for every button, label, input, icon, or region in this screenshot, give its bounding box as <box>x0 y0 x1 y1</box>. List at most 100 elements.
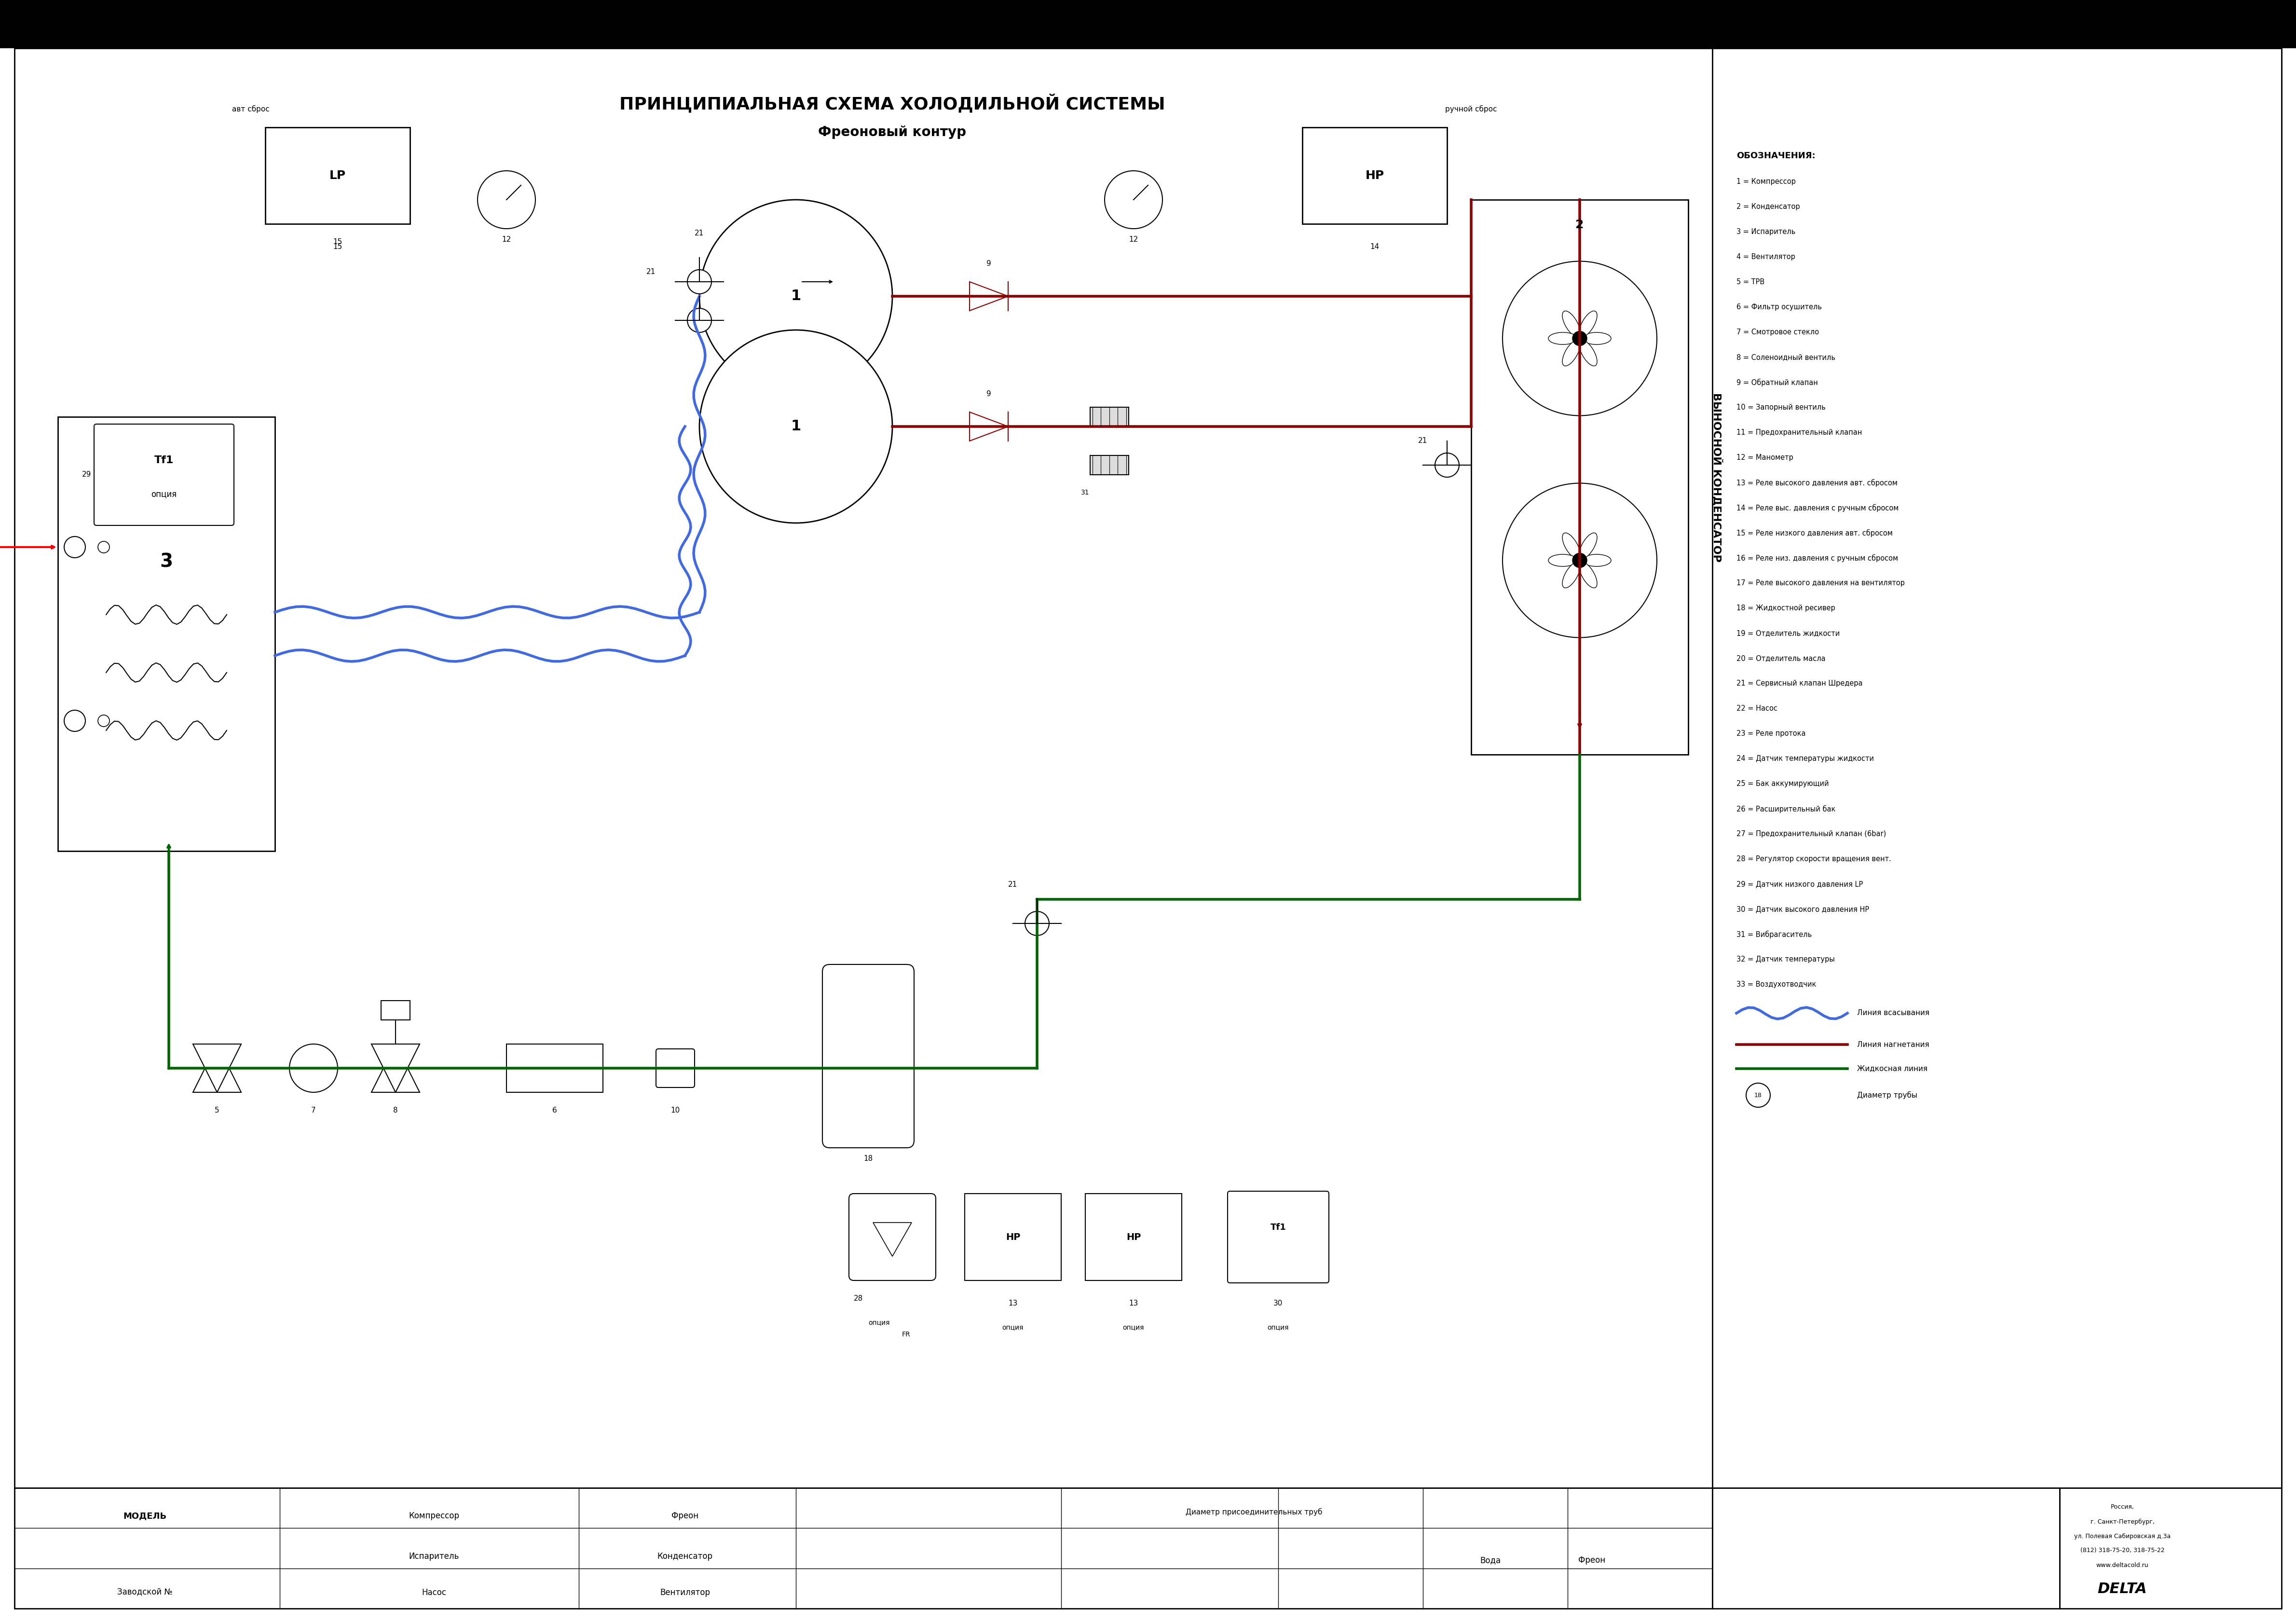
Text: Насос: Насос <box>422 1587 445 1597</box>
Text: 12: 12 <box>503 235 512 243</box>
Text: 15 = Реле низкого давления авт. сбросом: 15 = Реле низкого давления авт. сбросом <box>1736 529 1892 537</box>
Text: 9: 9 <box>987 390 992 398</box>
Text: 30 = Датчик высокого давления HP: 30 = Датчик высокого давления HP <box>1736 906 1869 912</box>
Bar <box>1091 407 1130 427</box>
Text: опция: опция <box>868 1319 889 1326</box>
Text: 21: 21 <box>1419 437 1428 445</box>
Text: 4 = Вентилятор: 4 = Вентилятор <box>1736 253 1795 261</box>
Text: 13: 13 <box>1130 1300 1139 1307</box>
Circle shape <box>1502 484 1658 638</box>
Ellipse shape <box>1580 532 1598 558</box>
Text: 18: 18 <box>1754 1092 1761 1099</box>
Circle shape <box>99 716 110 727</box>
Text: Линия нагнетания: Линия нагнетания <box>1857 1040 1929 1048</box>
Ellipse shape <box>1548 333 1577 344</box>
Ellipse shape <box>1580 562 1598 588</box>
Text: HP: HP <box>1006 1232 1019 1242</box>
Bar <box>1472 200 1688 755</box>
Text: 26 = Расширительный бак: 26 = Расширительный бак <box>1736 805 1835 813</box>
Text: Вода: Вода <box>1481 1556 1502 1565</box>
Text: HP: HP <box>1366 170 1384 182</box>
Text: 10: 10 <box>670 1107 680 1113</box>
Text: 3 = Испаритель: 3 = Испаритель <box>1736 229 1795 235</box>
Text: опция: опция <box>1267 1324 1288 1331</box>
Text: (812) 318-75-20, 318-75-22: (812) 318-75-20, 318-75-22 <box>2080 1547 2165 1553</box>
Text: DELTA: DELTA <box>2099 1582 2147 1597</box>
Text: 29 = Датчик низкого давления LP: 29 = Датчик низкого давления LP <box>1736 881 1862 888</box>
Bar <box>14 49 2282 1488</box>
Circle shape <box>64 711 85 732</box>
Text: 13: 13 <box>1008 1300 1017 1307</box>
FancyBboxPatch shape <box>822 964 914 1147</box>
Ellipse shape <box>1561 341 1580 365</box>
Text: 21: 21 <box>647 268 657 276</box>
Text: Россия,: Россия, <box>2110 1505 2133 1511</box>
Bar <box>1302 127 1446 224</box>
FancyBboxPatch shape <box>657 1048 696 1087</box>
Text: Диаметр присоединительных труб: Диаметр присоединительных труб <box>1185 1508 1322 1516</box>
Text: Линия всасывания: Линия всасывания <box>1857 1010 1929 1016</box>
Text: г. Санкт-Петербург,: г. Санкт-Петербург, <box>2089 1519 2154 1526</box>
Bar <box>507 1044 604 1092</box>
Text: 17 = Реле высокого давления на вентилятор: 17 = Реле высокого давления на вентилято… <box>1736 579 1906 586</box>
Text: 16 = Реле низ. давления с ручным сбросом: 16 = Реле низ. давления с ручным сбросом <box>1736 555 1899 562</box>
Text: FR: FR <box>902 1331 912 1337</box>
Circle shape <box>478 170 535 229</box>
Text: 3: 3 <box>161 552 172 571</box>
Text: Диаметр трубы: Диаметр трубы <box>1857 1091 1917 1099</box>
Bar <box>2060 1488 2282 1608</box>
Text: 11 = Предохранительный клапан: 11 = Предохранительный клапан <box>1736 428 1862 437</box>
Bar <box>964 1193 1061 1281</box>
Text: 19 = Отделитель жидкости: 19 = Отделитель жидкости <box>1736 630 1839 636</box>
Text: Конденсатор: Конденсатор <box>657 1552 712 1561</box>
Bar <box>1713 1488 2060 1608</box>
Text: 1 = Компрессор: 1 = Компрессор <box>1736 179 1795 185</box>
Text: 14 = Реле выс. давления с ручным сбросом: 14 = Реле выс. давления с ручным сбросом <box>1736 505 1899 511</box>
Text: 21: 21 <box>1008 881 1017 888</box>
Circle shape <box>1747 1083 1770 1107</box>
Text: ОБОЗНАЧЕНИЯ:: ОБОЗНАЧЕНИЯ: <box>1736 151 1816 161</box>
Text: Заводской №: Заводской № <box>117 1587 172 1597</box>
Polygon shape <box>193 1044 241 1092</box>
Ellipse shape <box>1561 532 1580 558</box>
Circle shape <box>289 1044 338 1092</box>
Text: опция: опция <box>1123 1324 1143 1331</box>
Bar <box>266 127 411 224</box>
Text: Компрессор: Компрессор <box>409 1511 459 1521</box>
Text: 21: 21 <box>696 230 705 237</box>
Polygon shape <box>969 282 1008 310</box>
Text: 22 = Насос: 22 = Насос <box>1736 704 1777 712</box>
Text: 6: 6 <box>553 1107 558 1113</box>
Text: 10 = Запорный вентиль: 10 = Запорный вентиль <box>1736 404 1825 411</box>
Bar <box>1086 1193 1182 1281</box>
Polygon shape <box>872 1222 912 1256</box>
Text: 1: 1 <box>790 289 801 304</box>
Text: 29: 29 <box>83 471 92 479</box>
Polygon shape <box>372 1044 420 1092</box>
Text: Вентилятор: Вентилятор <box>659 1587 709 1597</box>
Text: МОДЕЛЬ: МОДЕЛЬ <box>124 1511 165 1521</box>
Circle shape <box>1573 331 1587 346</box>
Circle shape <box>1024 912 1049 935</box>
Text: 20 = Отделитель масла: 20 = Отделитель масла <box>1736 654 1825 662</box>
Bar <box>1091 456 1130 476</box>
Text: 12: 12 <box>1130 235 1139 243</box>
Text: 8: 8 <box>393 1107 397 1113</box>
Ellipse shape <box>1580 312 1598 336</box>
Text: 8 = Соленоидный вентиль: 8 = Соленоидный вентиль <box>1736 354 1835 360</box>
Text: 24 = Датчик температуры жидкости: 24 = Датчик температуры жидкости <box>1736 755 1874 763</box>
Text: 9 = Обратный клапан: 9 = Обратный клапан <box>1736 378 1818 386</box>
Text: 14: 14 <box>1371 243 1380 250</box>
Bar <box>57 417 276 850</box>
Text: 30: 30 <box>1274 1300 1283 1307</box>
Text: 15: 15 <box>333 243 342 250</box>
Circle shape <box>1573 553 1587 568</box>
Text: HP: HP <box>1127 1232 1141 1242</box>
Text: 2 = Конденсатор: 2 = Конденсатор <box>1736 203 1800 211</box>
Text: Жидкосная линия: Жидкосная линия <box>1857 1065 1926 1073</box>
Bar <box>14 1488 1713 1608</box>
Text: опция: опция <box>1003 1324 1024 1331</box>
Text: 18: 18 <box>863 1156 872 1162</box>
Ellipse shape <box>1580 341 1598 365</box>
Polygon shape <box>372 1044 420 1092</box>
